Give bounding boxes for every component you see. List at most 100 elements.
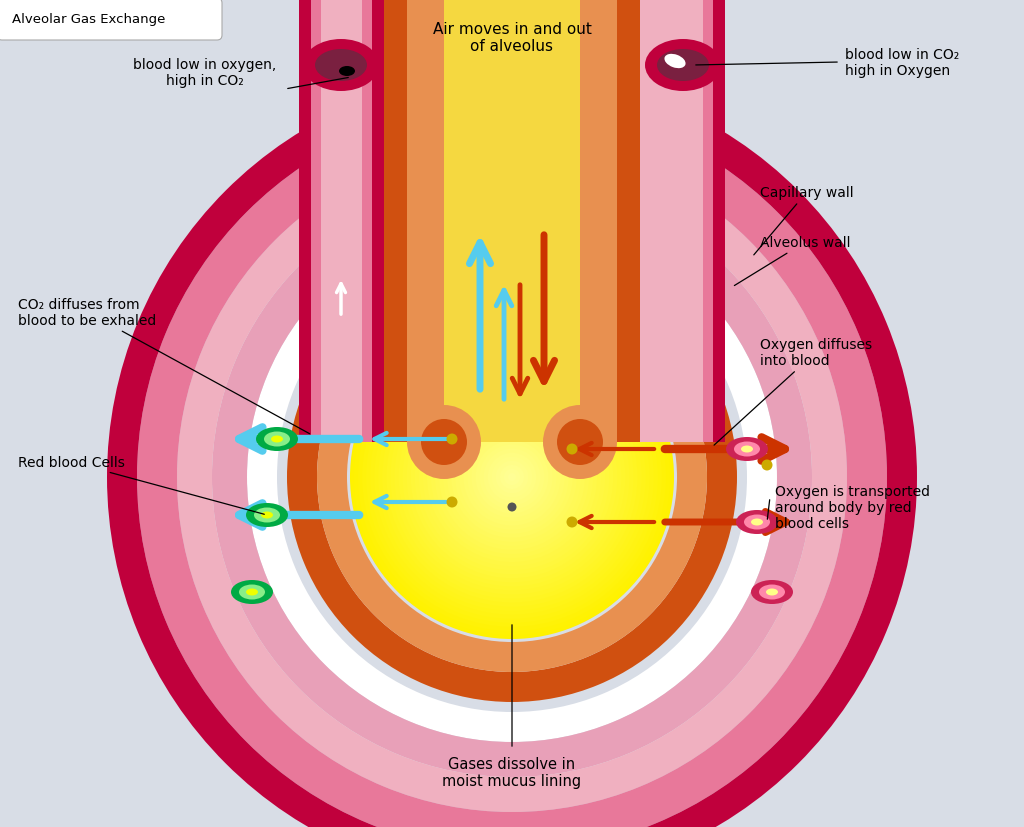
Circle shape [371, 336, 653, 619]
Wedge shape [287, 253, 737, 702]
Circle shape [394, 360, 630, 595]
Text: Air moves in and out
of alveolus: Air moves in and out of alveolus [432, 22, 592, 54]
Circle shape [390, 356, 634, 599]
Circle shape [446, 434, 458, 445]
Bar [617, 0, 640, 442]
Ellipse shape [271, 436, 283, 443]
Ellipse shape [766, 589, 778, 595]
Bar [640, 0, 713, 442]
Ellipse shape [303, 40, 379, 92]
Circle shape [566, 517, 578, 528]
Circle shape [508, 473, 516, 481]
Circle shape [358, 323, 666, 631]
Circle shape [402, 368, 622, 586]
Text: Gases dissolve in
moist mucus lining: Gases dissolve in moist mucus lining [442, 756, 582, 788]
Text: Oxygen diffuses
into blood: Oxygen diffuses into blood [714, 337, 872, 446]
Circle shape [367, 332, 657, 623]
Circle shape [378, 344, 646, 611]
Circle shape [350, 316, 674, 639]
Wedge shape [106, 73, 918, 827]
Text: Oxygen is transported
around body by red
blood cells: Oxygen is transported around body by red… [775, 485, 930, 531]
Ellipse shape [261, 512, 273, 519]
Circle shape [479, 445, 545, 509]
Ellipse shape [726, 437, 768, 461]
Circle shape [407, 372, 617, 582]
Ellipse shape [736, 510, 778, 534]
Ellipse shape [315, 50, 367, 82]
Circle shape [456, 421, 568, 534]
Circle shape [504, 470, 520, 485]
Ellipse shape [256, 428, 298, 452]
Bar [299, 0, 384, 442]
Circle shape [411, 376, 613, 579]
Wedge shape [212, 178, 812, 777]
Circle shape [467, 433, 557, 522]
Ellipse shape [264, 432, 290, 447]
Circle shape [423, 389, 601, 566]
Circle shape [375, 340, 649, 615]
Circle shape [500, 466, 524, 490]
Circle shape [431, 396, 593, 558]
Bar [444, 0, 580, 442]
Circle shape [464, 429, 560, 526]
Bar [321, 0, 362, 442]
Ellipse shape [744, 515, 770, 530]
Ellipse shape [246, 589, 258, 595]
Bar [713, 0, 725, 442]
Ellipse shape [759, 585, 785, 600]
Circle shape [447, 413, 577, 543]
Text: Alveolar Gas Exchange: Alveolar Gas Exchange [12, 13, 165, 26]
Ellipse shape [657, 50, 709, 82]
Ellipse shape [246, 504, 288, 528]
Circle shape [435, 400, 589, 554]
Ellipse shape [645, 40, 721, 92]
Bar [311, 0, 372, 442]
Circle shape [496, 461, 528, 494]
Circle shape [362, 327, 662, 627]
Ellipse shape [231, 581, 273, 605]
Circle shape [443, 409, 581, 546]
Bar [640, 0, 703, 442]
FancyBboxPatch shape [0, 0, 222, 41]
Text: blood low in oxygen,
high in CO₂: blood low in oxygen, high in CO₂ [133, 58, 276, 88]
Ellipse shape [543, 405, 617, 480]
Text: Red blood Cells: Red blood Cells [18, 456, 264, 514]
Circle shape [439, 404, 585, 550]
Text: Alveolus wall: Alveolus wall [734, 236, 851, 286]
Ellipse shape [751, 519, 763, 526]
Ellipse shape [741, 446, 753, 453]
Circle shape [487, 453, 537, 502]
Circle shape [471, 437, 553, 518]
Circle shape [446, 497, 458, 508]
Bar [407, 0, 617, 442]
Circle shape [460, 425, 564, 530]
Wedge shape [247, 213, 777, 742]
Circle shape [566, 444, 578, 455]
Circle shape [398, 364, 626, 590]
Wedge shape [137, 103, 887, 827]
Circle shape [415, 380, 609, 575]
Circle shape [508, 503, 516, 512]
Ellipse shape [557, 419, 603, 466]
Circle shape [354, 320, 670, 635]
Text: blood low in CO₂
high in Oxygen: blood low in CO₂ high in Oxygen [845, 48, 959, 78]
Ellipse shape [254, 508, 280, 523]
Ellipse shape [751, 581, 793, 605]
Wedge shape [177, 143, 847, 812]
Ellipse shape [421, 419, 467, 466]
Circle shape [475, 441, 549, 514]
Circle shape [419, 385, 605, 571]
Circle shape [427, 393, 597, 562]
Bar [384, 0, 407, 442]
Bar [640, 0, 725, 442]
Wedge shape [317, 283, 707, 672]
Circle shape [386, 352, 638, 603]
Circle shape [382, 348, 642, 607]
Ellipse shape [734, 442, 760, 457]
Circle shape [762, 460, 772, 471]
Bar [407, 0, 444, 442]
Ellipse shape [339, 67, 355, 77]
Bar [580, 0, 617, 442]
Text: CO₂ diffuses from
blood to be exhaled: CO₂ diffuses from blood to be exhaled [18, 298, 309, 434]
Ellipse shape [239, 585, 265, 600]
